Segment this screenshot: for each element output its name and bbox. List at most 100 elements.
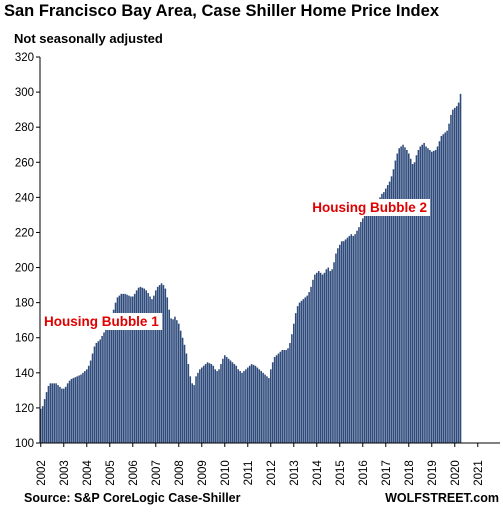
bar bbox=[381, 193, 383, 443]
x-tick-label: 2010 bbox=[220, 460, 232, 486]
bar bbox=[89, 360, 92, 443]
bar bbox=[133, 293, 136, 443]
bar bbox=[296, 306, 299, 443]
bar bbox=[195, 376, 197, 443]
bar bbox=[323, 272, 326, 443]
bar bbox=[147, 292, 149, 443]
bar bbox=[145, 290, 147, 443]
bar bbox=[153, 295, 155, 443]
bar bbox=[53, 383, 55, 443]
bar bbox=[423, 142, 425, 443]
bar bbox=[178, 323, 180, 443]
bar bbox=[273, 357, 276, 443]
bar bbox=[156, 286, 159, 443]
bar bbox=[193, 385, 195, 443]
bar bbox=[306, 295, 308, 443]
bar bbox=[339, 244, 341, 443]
brand-label: WOLFSTREET.com bbox=[385, 491, 499, 505]
bar bbox=[55, 383, 57, 443]
bar bbox=[41, 406, 44, 443]
annotations: Housing Bubble 1 Housing Bubble 2 bbox=[40, 199, 431, 330]
x-tick-label: 2002 bbox=[36, 460, 48, 486]
x-tick-label: 2013 bbox=[289, 460, 301, 486]
bar bbox=[415, 155, 418, 443]
bar bbox=[409, 158, 412, 443]
bar bbox=[367, 209, 370, 443]
bar bbox=[436, 146, 439, 444]
annotation-background bbox=[309, 199, 431, 216]
bar bbox=[164, 288, 167, 443]
bar bbox=[250, 364, 253, 443]
bar bbox=[256, 367, 259, 443]
bar bbox=[335, 253, 337, 443]
x-tick-label: 2004 bbox=[82, 460, 94, 486]
x-tick-label: 2017 bbox=[381, 460, 393, 486]
bar bbox=[128, 295, 130, 443]
bar bbox=[398, 148, 400, 444]
bar bbox=[74, 377, 77, 443]
bar bbox=[210, 364, 213, 443]
y-tick-label: 180 bbox=[15, 298, 34, 310]
bar bbox=[86, 369, 88, 443]
x-tick-label: 2011 bbox=[243, 461, 255, 486]
bar bbox=[130, 296, 132, 443]
bar bbox=[408, 153, 410, 443]
bar bbox=[99, 339, 101, 443]
bar bbox=[172, 319, 174, 443]
x-tick-label: 2016 bbox=[358, 460, 370, 486]
bar bbox=[442, 134, 445, 443]
bar bbox=[444, 132, 446, 443]
bar bbox=[321, 274, 324, 443]
bar bbox=[383, 192, 385, 443]
bar bbox=[360, 221, 362, 443]
bar bbox=[325, 269, 328, 443]
bar bbox=[231, 362, 234, 443]
y-tick-label: 220 bbox=[15, 227, 34, 239]
bar bbox=[149, 296, 151, 443]
bar bbox=[185, 353, 188, 443]
y-tick-label: 320 bbox=[15, 52, 34, 64]
bar bbox=[47, 385, 50, 443]
bar bbox=[293, 323, 295, 443]
bar bbox=[181, 337, 184, 443]
bar bbox=[107, 325, 109, 443]
bar bbox=[260, 371, 262, 443]
annotation-label: Housing Bubble 2 bbox=[312, 200, 427, 215]
bar bbox=[110, 316, 113, 443]
bar bbox=[406, 149, 408, 444]
bar bbox=[84, 371, 86, 443]
bar bbox=[118, 295, 121, 443]
bar bbox=[80, 374, 82, 443]
bar bbox=[206, 362, 209, 443]
bar bbox=[239, 371, 241, 443]
bar bbox=[446, 130, 448, 443]
x-tick-label: 2012 bbox=[266, 460, 278, 486]
bar bbox=[214, 369, 216, 443]
bar bbox=[243, 371, 245, 443]
bar bbox=[258, 369, 261, 443]
bar bbox=[122, 293, 124, 443]
x-tick-label: 2018 bbox=[404, 460, 416, 486]
x-tick-label: 2007 bbox=[151, 460, 163, 486]
bar bbox=[304, 297, 307, 443]
bar bbox=[271, 362, 274, 443]
bar bbox=[160, 283, 163, 443]
bar bbox=[189, 376, 192, 443]
bar bbox=[346, 237, 349, 443]
bar bbox=[87, 365, 90, 443]
bar bbox=[224, 355, 226, 443]
bar bbox=[375, 204, 377, 443]
bar bbox=[434, 149, 437, 444]
bar bbox=[386, 185, 389, 443]
bar bbox=[459, 93, 462, 443]
bar bbox=[432, 150, 435, 443]
bar bbox=[266, 376, 268, 443]
bar bbox=[371, 207, 374, 443]
bar bbox=[344, 239, 347, 443]
bar bbox=[220, 364, 222, 443]
bar bbox=[377, 200, 379, 443]
bar bbox=[264, 374, 266, 443]
bar bbox=[400, 146, 402, 444]
bar bbox=[354, 234, 356, 443]
